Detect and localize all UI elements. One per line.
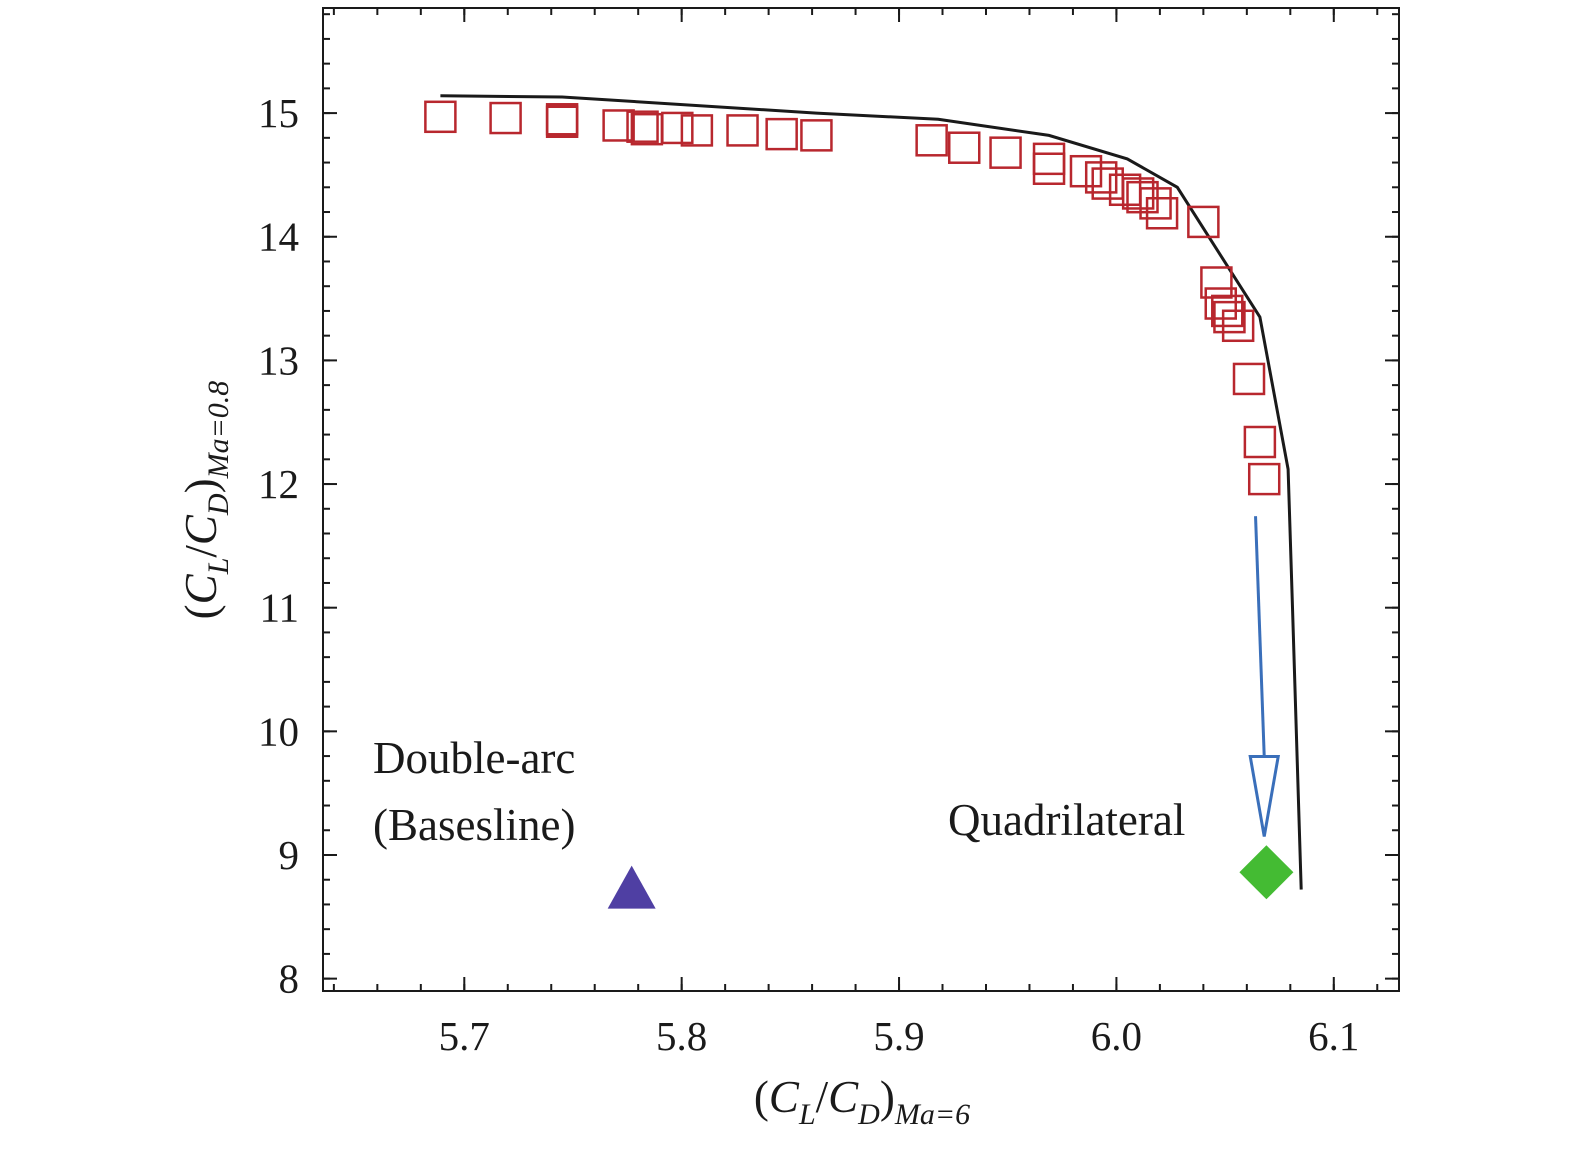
sample-square (1139, 187, 1172, 220)
annotation-quadrilateral: Quadrilateral (948, 795, 1185, 845)
annotation-basesline: (Basesline) (373, 800, 575, 850)
triangle-marker (607, 865, 656, 909)
sample-square (915, 124, 948, 157)
sample-square (424, 100, 457, 134)
x-tick-label: 6.0 (1091, 1013, 1142, 1059)
sample-square (726, 114, 759, 147)
sample-square (680, 114, 714, 147)
sample-square (626, 110, 659, 143)
sample-square (1247, 462, 1281, 496)
x-tick-label: 5.9 (873, 1013, 924, 1059)
sample-square (989, 136, 1022, 169)
y-tick-label: 12 (258, 461, 299, 507)
arrow-head (1248, 754, 1281, 837)
y-axis-title: (CL/CD)Ma=0.8 (176, 381, 235, 620)
sample-markers (424, 100, 1281, 496)
sample-square (661, 111, 694, 145)
sample-square (489, 101, 522, 135)
sample-square (1204, 287, 1238, 320)
y-tick-label: 13 (258, 337, 299, 383)
major-ticks (323, 8, 1399, 991)
improvement-arrow (1248, 516, 1281, 837)
highlight-markers (607, 845, 1294, 909)
x-tick-label: 5.7 (439, 1013, 490, 1059)
y-tick-label: 14 (258, 214, 299, 260)
y-tick-label: 8 (279, 956, 300, 1002)
sample-square (1221, 309, 1255, 343)
annotation-double-arc: Double-arc (373, 733, 575, 783)
x-axis-title: (CL/CD)Ma=6 (754, 1072, 970, 1131)
diamond-marker (1239, 845, 1294, 900)
sample-square (1243, 425, 1277, 459)
x-tick-label: 5.8 (656, 1013, 707, 1059)
sample-square (765, 117, 798, 151)
sample-square (545, 103, 579, 136)
sample-square (602, 109, 635, 142)
plot-frame (322, 7, 1400, 992)
sample-square (1145, 197, 1179, 230)
sample-square (1032, 152, 1066, 185)
y-tick-labels: 8 9 10 11 12 13 14 15 (258, 90, 299, 1002)
sample-square (800, 119, 833, 152)
x-tick-label: 6.1 (1308, 1013, 1359, 1059)
sample-square (1187, 205, 1220, 239)
sample-square (948, 131, 981, 164)
sample-square (1091, 167, 1124, 200)
sample-square (1032, 142, 1066, 176)
y-tick-label: 11 (260, 585, 299, 631)
sample-square (1200, 266, 1233, 299)
sample-square (1121, 177, 1155, 210)
pareto-front-line (440, 94, 1303, 890)
sample-square (545, 105, 579, 139)
x-tick-labels: 5.7 5.8 5.9 6.0 6.1 (439, 1013, 1360, 1059)
sample-square (1084, 161, 1118, 194)
arrow-shaft (1254, 516, 1266, 757)
y-tick-label: 15 (258, 90, 299, 136)
y-tick-label: 9 (279, 832, 300, 878)
sample-square (1232, 362, 1266, 396)
sample-square (1213, 300, 1246, 334)
y-tick-label: 10 (258, 708, 299, 754)
